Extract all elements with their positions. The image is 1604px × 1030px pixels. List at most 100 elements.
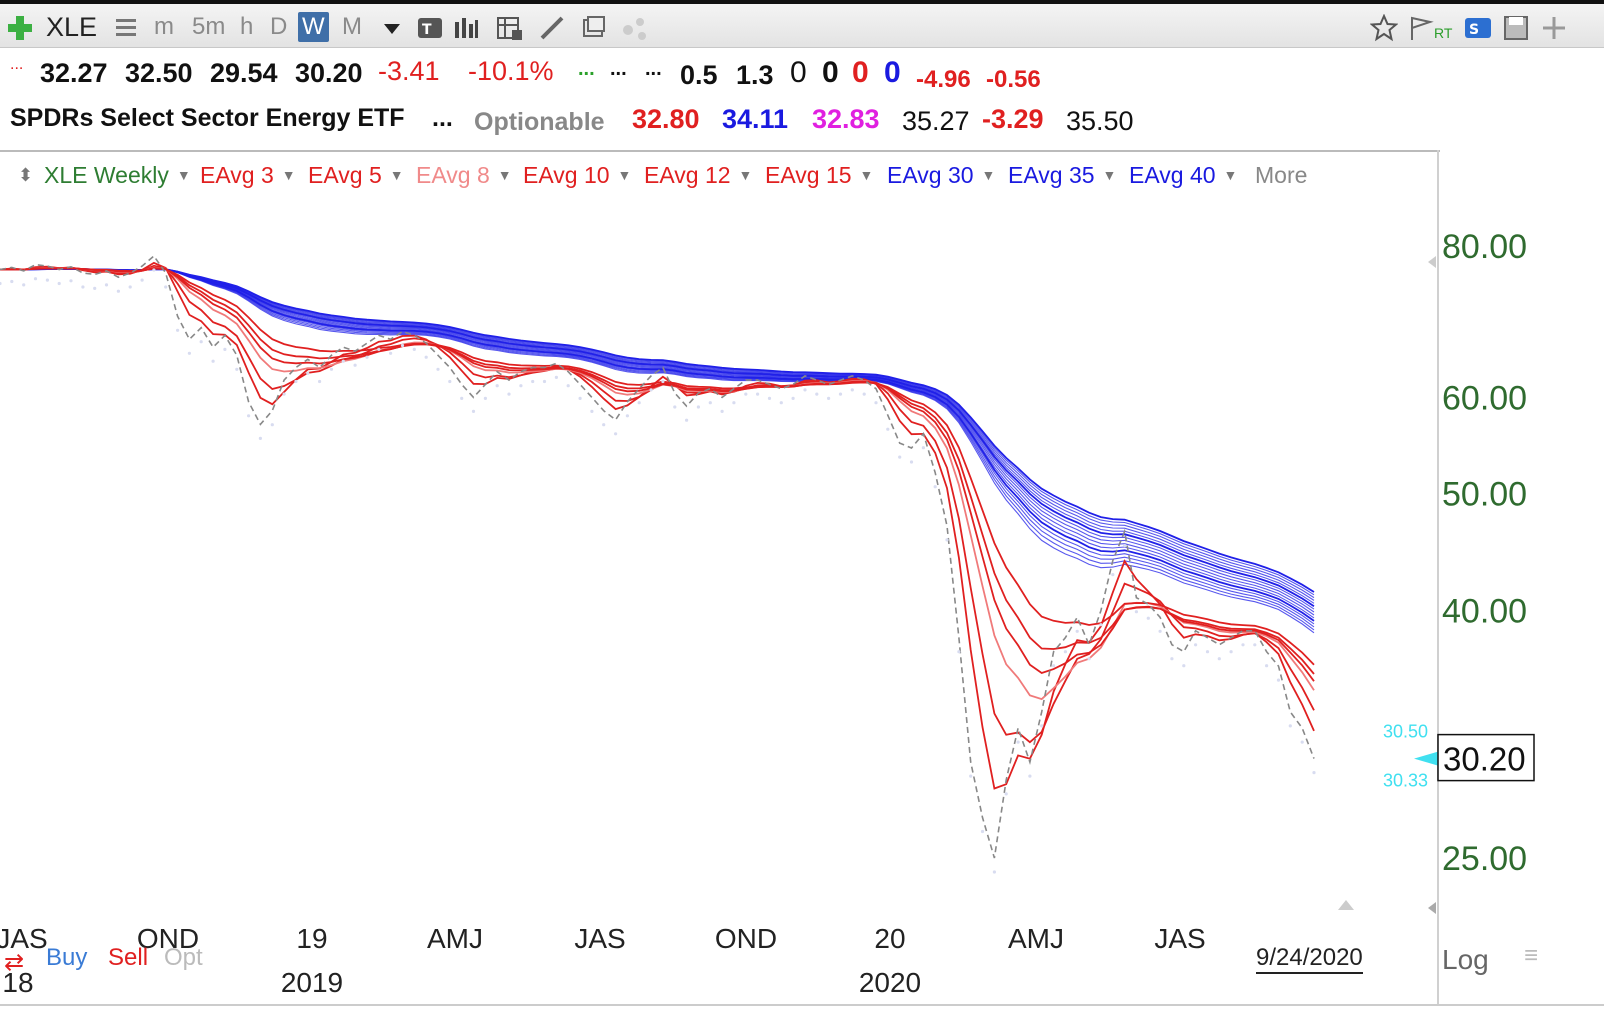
- timeframe-w[interactable]: W: [298, 12, 329, 42]
- quote-dots-green: ...: [578, 58, 595, 80]
- sell-button[interactable]: Sell: [108, 944, 149, 971]
- low-point: [69, 279, 73, 283]
- star-icon[interactable]: [1370, 14, 1398, 42]
- buy-button[interactable]: Buy: [46, 944, 88, 971]
- low-point: [1004, 792, 1008, 796]
- bar-chart-icon[interactable]: [452, 14, 480, 42]
- symbol-field[interactable]: XLE: [46, 12, 98, 42]
- low-point: [803, 388, 807, 392]
- ema-29-line: [0, 268, 1315, 625]
- x-year-label: 2019: [281, 967, 343, 998]
- rt-label[interactable]: RT: [1434, 25, 1453, 41]
- drag-handle-icon[interactable]: ⬍: [18, 165, 34, 185]
- flag-icon[interactable]: [1406, 14, 1434, 42]
- low-point: [507, 392, 511, 396]
- legend-main[interactable]: XLE Weekly ▼: [44, 158, 191, 192]
- low-point: [1063, 650, 1067, 654]
- low-point: [389, 351, 393, 355]
- study-legend: ⬍ XLE Weekly ▼ EAvg 3 ▼ EAvg 5 ▼ EAvg 8 ▼ EA…: [0, 158, 1440, 192]
- chevron-down-icon: ▼: [738, 167, 753, 183]
- low-point: [22, 283, 26, 287]
- timeframe-m[interactable]: m: [154, 13, 174, 40]
- low-point: [258, 436, 262, 440]
- x-tick-label: JAS: [574, 923, 625, 954]
- security-name: SPDRs Select Sector Energy ETF: [10, 104, 405, 132]
- low-point: [696, 405, 701, 409]
- legend-eavg-3[interactable]: EAvg 3 ▼: [200, 158, 296, 192]
- low-point: [542, 379, 547, 384]
- save-icon[interactable]: [1502, 14, 1530, 42]
- low-point: [933, 485, 937, 489]
- low-point: [45, 278, 50, 282]
- low-point: [294, 379, 298, 384]
- legend-label: EAvg 30: [887, 162, 974, 188]
- low-point: [791, 396, 795, 400]
- legend-eavg-35[interactable]: EAvg 35 ▼: [1008, 158, 1116, 192]
- move-icon[interactable]: [1540, 14, 1568, 42]
- low-point: [1241, 643, 1245, 647]
- quote-n2: -0.56: [986, 66, 1041, 93]
- trade-arrows-icon[interactable]: ⇄: [4, 949, 25, 976]
- x-year-label: 2020: [859, 967, 921, 998]
- low-point: [1170, 657, 1174, 661]
- quote-close: 30.20: [295, 58, 363, 88]
- low-point: [1158, 629, 1162, 633]
- quote-prefix: ...: [10, 56, 24, 73]
- quote-v2: 1.3: [736, 60, 774, 90]
- log-scale-toggle[interactable]: Log: [1442, 944, 1489, 975]
- add-symbol-icon[interactable]: [6, 14, 34, 42]
- timeframe-m-monthly[interactable]: M: [342, 13, 362, 40]
- dots-icon[interactable]: [620, 14, 648, 42]
- timeframe-d[interactable]: D: [270, 13, 288, 40]
- low-point: [377, 347, 381, 351]
- low-point: [980, 829, 985, 834]
- low-point: [306, 371, 310, 375]
- scroll-up-triangle[interactable]: [1338, 900, 1354, 910]
- legend-eavg-8[interactable]: EAvg 8 ▼: [416, 158, 512, 192]
- low-point: [116, 289, 120, 293]
- legend-eavg-30[interactable]: EAvg 30 ▼: [887, 158, 995, 192]
- list-icon[interactable]: [112, 14, 140, 42]
- low-point: [566, 384, 570, 388]
- menu-lines-icon[interactable]: ≡: [1524, 942, 1539, 969]
- low-point: [235, 367, 239, 371]
- low-point: [495, 384, 499, 388]
- price-marker-arrow: [1414, 751, 1438, 766]
- text-tool-icon[interactable]: T: [416, 14, 444, 42]
- opt-button[interactable]: Opt: [164, 944, 203, 971]
- low-point: [282, 392, 286, 396]
- grid-add-icon[interactable]: [496, 14, 524, 42]
- info-row: SPDRs Select Sector Energy ETF ... Optio…: [0, 102, 1440, 142]
- legend-more[interactable]: More: [1255, 162, 1308, 188]
- legend-label: EAvg 12: [644, 162, 731, 188]
- low-point: [815, 392, 819, 396]
- pencil-icon[interactable]: [538, 14, 566, 42]
- legend-eavg-10[interactable]: EAvg 10 ▼: [523, 158, 631, 192]
- strategy-icon[interactable]: S: [1464, 14, 1492, 42]
- info-p2: 34.11: [722, 104, 789, 134]
- low-point: [661, 379, 665, 384]
- timeframe-h[interactable]: h: [240, 13, 254, 40]
- low-point: [0, 281, 2, 286]
- ema-5-line: [0, 264, 1315, 744]
- legend-eavg-12[interactable]: EAvg 12 ▼: [644, 158, 752, 192]
- low-point: [412, 347, 416, 351]
- low-point: [436, 367, 440, 371]
- low-point: [744, 392, 748, 396]
- low-point: [1205, 650, 1210, 654]
- chevron-down-icon[interactable]: [378, 14, 406, 42]
- legend-label: EAvg 10: [523, 162, 610, 188]
- low-point: [152, 268, 156, 272]
- legend-label: EAvg 5: [308, 162, 382, 188]
- low-point: [93, 286, 97, 290]
- legend-eavg-15[interactable]: EAvg 15 ▼: [765, 158, 873, 192]
- low-point: [33, 277, 38, 281]
- low-point: [519, 384, 523, 388]
- quote-dots-b: ...: [645, 58, 662, 80]
- window-icon[interactable]: [580, 14, 608, 42]
- legend-eavg-5[interactable]: EAvg 5 ▼: [308, 158, 404, 192]
- timeframe-5m[interactable]: 5m: [192, 13, 226, 40]
- legend-eavg-40[interactable]: EAvg 40 ▼: [1129, 158, 1237, 192]
- x-year-label: 18: [2, 967, 33, 998]
